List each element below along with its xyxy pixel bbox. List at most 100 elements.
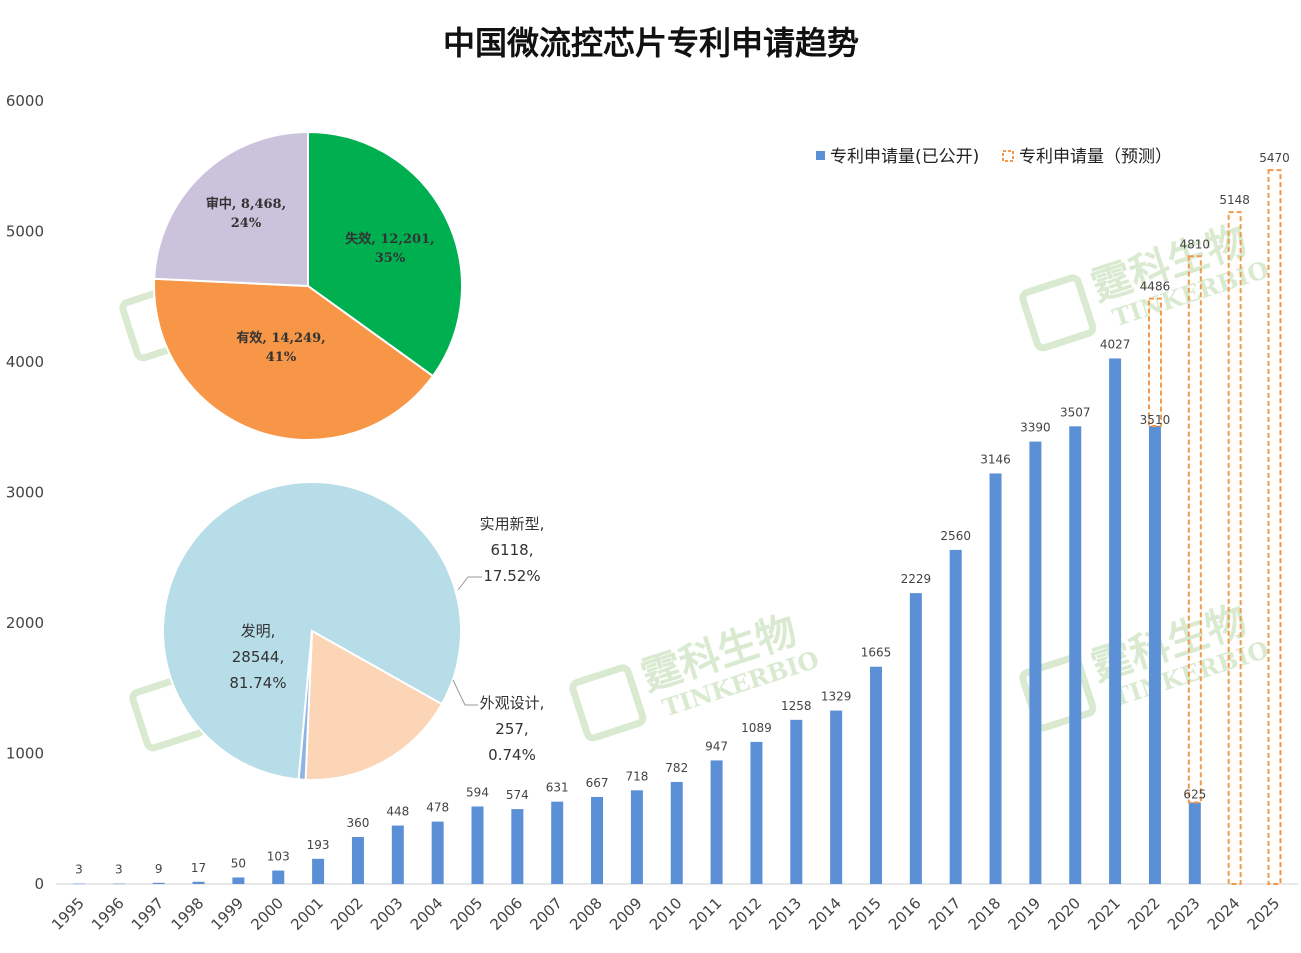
data-label: 3390: [1020, 421, 1051, 435]
bar: [989, 473, 1002, 884]
watermark-logo-icon: [1019, 274, 1097, 352]
x-tick-label: 1996: [88, 894, 128, 934]
data-label: 5148: [1219, 193, 1250, 207]
bar: [591, 796, 604, 884]
data-label: 667: [586, 776, 609, 790]
data-label: 2229: [901, 572, 932, 586]
watermark-logo-icon: [569, 664, 647, 742]
x-tick-label: 1997: [128, 894, 168, 934]
x-tick-label: 2001: [287, 894, 327, 934]
bar: [192, 881, 205, 884]
y-tick-label: 4000: [6, 353, 44, 371]
pie-label: 有效, 14,249,: [236, 330, 325, 346]
leader-line: [457, 576, 482, 591]
y-tick-label: 2000: [6, 614, 44, 632]
pie-percent: 35%: [375, 251, 406, 266]
x-tick-label: 2019: [1004, 894, 1044, 934]
data-label: 3: [115, 863, 123, 877]
bar: [511, 809, 524, 884]
pie-label: 审中, 8,468,: [206, 196, 286, 212]
x-tick-label: 2008: [566, 894, 606, 934]
x-tick-label: 2004: [407, 894, 447, 934]
x-tick-label: 2023: [1164, 894, 1204, 934]
pie-value: 28544,: [232, 648, 285, 666]
x-tick-label: 2025: [1244, 894, 1284, 934]
x-tick-label: 1995: [48, 894, 88, 934]
x-axis: 1995 1996 1997 1998 1999 2000 2001 2002 2003 2004…: [48, 883, 1298, 934]
data-label: 4027: [1100, 337, 1131, 351]
data-label: 3: [75, 863, 83, 877]
x-tick-label: 2003: [367, 894, 407, 934]
bar: [1029, 441, 1042, 884]
bar: [1069, 426, 1082, 884]
pie-label: 外观设计,: [480, 694, 545, 712]
x-tick-label: 2002: [327, 894, 367, 934]
bar: [710, 760, 723, 884]
bar: [471, 806, 484, 884]
x-tick-label: 2010: [646, 894, 686, 934]
bar: [232, 877, 245, 884]
y-tick-label: 3000: [6, 484, 44, 502]
legend-label-published: 专利申请量(已公开): [830, 147, 979, 167]
x-tick-label: 2024: [1204, 894, 1244, 934]
bar: [630, 790, 643, 884]
data-label: 2560: [940, 529, 971, 543]
data-label: 947: [705, 739, 728, 753]
data-label: 478: [426, 801, 449, 815]
bar: [312, 858, 325, 884]
bar: [1188, 802, 1201, 884]
data-label: 1089: [741, 721, 772, 735]
data-label: 9: [155, 862, 163, 876]
pie-label: 失效, 12,201,: [345, 231, 434, 247]
pie-percent: 0.74%: [488, 746, 536, 764]
bar: [73, 883, 85, 885]
status-pie-chart: 失效, 12,201, 35% 有效, 14,249, 41% 审中, 8,468, 24…: [153, 130, 463, 441]
data-label: 360: [346, 816, 369, 830]
bar: [750, 741, 763, 884]
legend-swatch-forecast: [1002, 150, 1014, 162]
bar: [1148, 425, 1161, 884]
y-axis: 0 1000 2000 3000 4000 5000 6000: [6, 92, 44, 893]
pie-value: 257,: [495, 720, 528, 738]
x-tick-label: 2009: [606, 894, 646, 934]
pie-slice: [304, 629, 444, 781]
data-label: 4486: [1140, 280, 1171, 294]
leader-line: [452, 679, 478, 706]
bar-series: [73, 358, 1201, 885]
pie-label: 发明,: [241, 622, 276, 640]
x-tick-label: 2011: [686, 894, 726, 934]
data-label: 1329: [821, 690, 852, 704]
data-label: 17: [191, 861, 206, 875]
forecast-bar: [1187, 255, 1202, 804]
pie-label: 实用新型,: [480, 515, 545, 533]
data-label: 3507: [1060, 405, 1091, 419]
x-tick-label: 2021: [1084, 894, 1124, 934]
pie-slice: [307, 130, 463, 378]
forecast-bar: [1227, 211, 1242, 886]
data-label: 631: [546, 781, 569, 795]
pie-percent: 24%: [231, 216, 262, 231]
bar: [790, 719, 803, 884]
forecast-bar: [1267, 169, 1282, 886]
forecast-bar: [1147, 297, 1162, 427]
y-tick-label: 0: [34, 875, 44, 893]
x-tick-label: 2015: [845, 894, 885, 934]
y-tick-label: 1000: [6, 745, 44, 763]
bar: [870, 666, 882, 884]
x-tick-label: 2005: [447, 894, 487, 934]
bar: [830, 710, 843, 884]
bar: [949, 549, 962, 884]
data-label: 103: [267, 850, 290, 864]
data-label: 625: [1183, 787, 1206, 801]
data-label: 50: [231, 856, 246, 870]
legend-label-forecast: 专利申请量（预测）: [1019, 147, 1172, 167]
pie-percent: 81.74%: [229, 674, 286, 692]
data-label: 594: [466, 785, 489, 799]
type-pie-chart: 发明, 28544, 81.74% 实用新型, 6118, 17.52% 外观设计, 257,…: [162, 481, 545, 781]
pie-percent: 41%: [266, 350, 297, 365]
x-tick-label: 2016: [885, 894, 925, 934]
bar: [112, 883, 125, 885]
x-tick-label: 2018: [965, 894, 1005, 934]
